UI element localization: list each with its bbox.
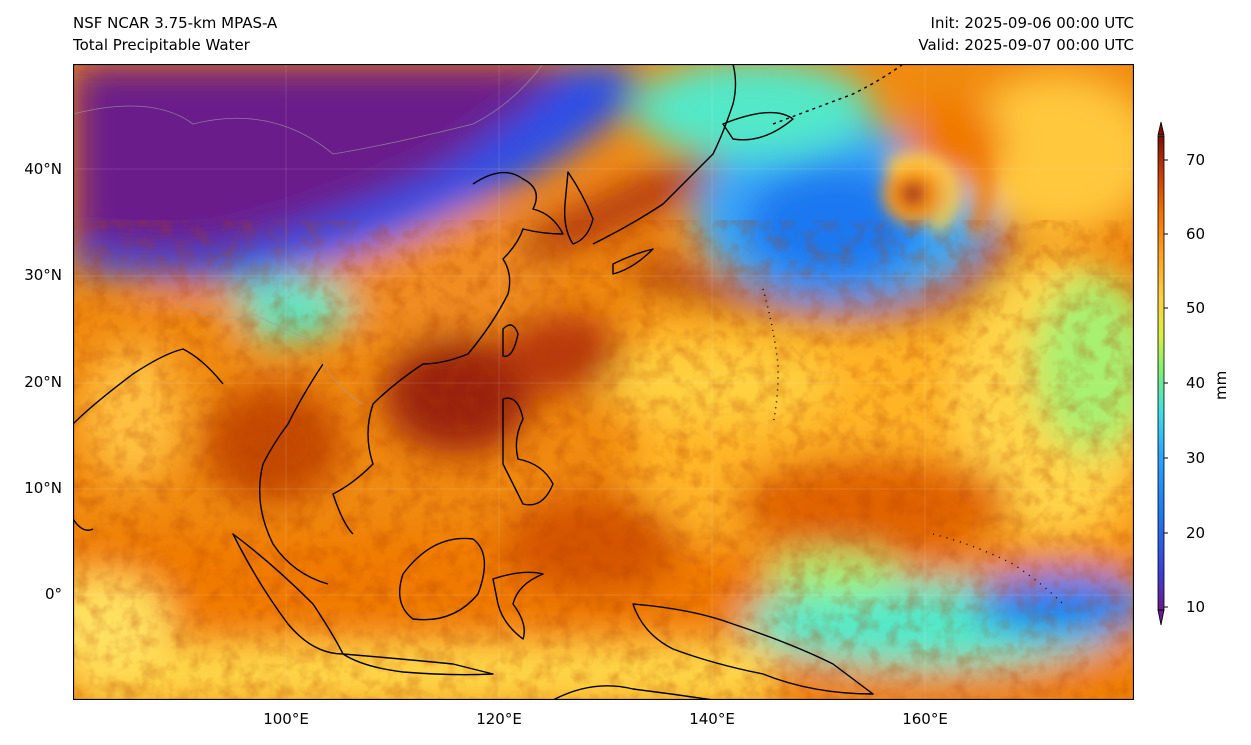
colorbar-tick-30: 30 bbox=[1186, 449, 1206, 467]
colorbar-tick-10: 10 bbox=[1186, 598, 1206, 616]
lat-label-10n: 10°N bbox=[24, 479, 62, 497]
colorbar-tick-60: 60 bbox=[1186, 225, 1206, 243]
lon-label-140e: 140°E bbox=[689, 710, 735, 728]
pw-texture bbox=[73, 264, 1134, 700]
lat-label-30n: 30°N bbox=[24, 266, 62, 284]
time-block: Init: 2025-09-06 00:00 UTC Valid: 2025-0… bbox=[918, 12, 1134, 56]
lat-label-0: 0° bbox=[44, 585, 62, 603]
colorbar-max-extend bbox=[1157, 121, 1165, 136]
lon-label-100e: 100°E bbox=[263, 710, 309, 728]
title-block: NSF NCAR 3.75-km MPAS-A Total Precipitab… bbox=[73, 12, 277, 56]
coastlines bbox=[73, 64, 1064, 700]
colorbar-tick-20: 20 bbox=[1186, 524, 1206, 542]
field-title: Total Precipitable Water bbox=[73, 36, 250, 54]
colorbar-tick-70: 70 bbox=[1186, 151, 1206, 169]
lat-label-20n: 20°N bbox=[24, 373, 62, 391]
lon-label-160e: 160°E bbox=[902, 710, 948, 728]
cyclone-spiral bbox=[883, 134, 992, 237]
valid-time: Valid: 2025-09-07 00:00 UTC bbox=[918, 36, 1134, 54]
graticule bbox=[73, 64, 1134, 700]
lat-label-40n: 40°N bbox=[24, 160, 62, 178]
colorbar-min-extend bbox=[1157, 609, 1165, 626]
colorbar-tick-50: 50 bbox=[1186, 299, 1206, 317]
precipitable-water-map bbox=[73, 64, 1134, 700]
init-time: Init: 2025-09-06 00:00 UTC bbox=[930, 14, 1134, 32]
map-frame bbox=[73, 64, 1134, 700]
colorbar-tick-40: 40 bbox=[1186, 374, 1206, 392]
colorbar-unit-label: mm bbox=[1212, 370, 1230, 400]
colorbar bbox=[1157, 121, 1168, 626]
lon-label-120e: 120°E bbox=[476, 710, 522, 728]
borders bbox=[73, 64, 544, 405]
model-title: NSF NCAR 3.75-km MPAS-A bbox=[73, 14, 278, 32]
colorbar-ramp bbox=[1158, 136, 1164, 610]
